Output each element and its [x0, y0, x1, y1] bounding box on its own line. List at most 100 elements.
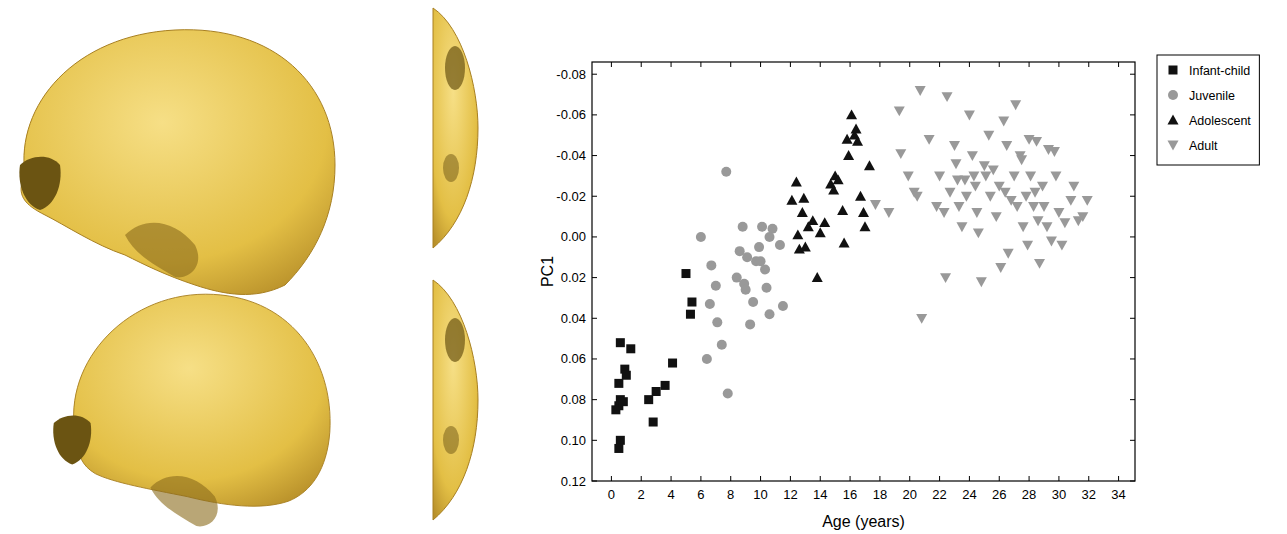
- skull-render: [19, 30, 335, 295]
- x-tick-top: [939, 62, 940, 67]
- y-tick: [592, 481, 597, 482]
- point: [616, 338, 625, 347]
- x-tick-top: [730, 62, 731, 67]
- point: [1037, 182, 1048, 192]
- point: [976, 277, 987, 287]
- point: [1012, 202, 1023, 212]
- point: [812, 272, 823, 282]
- y-tick: [592, 440, 597, 441]
- point: [1018, 222, 1029, 232]
- x-tick-top: [820, 62, 821, 67]
- point: [798, 193, 809, 203]
- point: [748, 297, 758, 307]
- x-tick-top: [790, 62, 791, 67]
- point: [1030, 188, 1041, 198]
- y-tick-label: -0.06: [556, 107, 586, 122]
- zygomatic: [125, 223, 198, 278]
- point: [717, 340, 727, 350]
- x-tick-top: [969, 62, 970, 67]
- point: [916, 314, 927, 324]
- point: [1009, 172, 1020, 182]
- x-tick-label: 16: [843, 487, 857, 502]
- point: [839, 238, 850, 248]
- x-tick-label: 8: [727, 487, 734, 502]
- x-tick-top: [611, 62, 612, 67]
- point: [1031, 137, 1042, 147]
- y-tick: [592, 196, 597, 197]
- y-tick-right: [1130, 236, 1135, 237]
- cranium: [21, 30, 335, 295]
- point: [1059, 218, 1070, 228]
- point: [967, 151, 978, 161]
- x-tick-label: 18: [873, 487, 887, 502]
- point: [846, 109, 857, 119]
- y-tick: [592, 114, 597, 115]
- point: [870, 200, 881, 210]
- point: [968, 172, 979, 182]
- point: [953, 202, 964, 212]
- x-tick-label: 30: [1052, 487, 1066, 502]
- orbit: [19, 157, 60, 210]
- x-tick-top: [1118, 62, 1119, 67]
- y-tick: [592, 155, 597, 156]
- point: [979, 161, 990, 171]
- point: [1021, 192, 1032, 202]
- plot-frame: [592, 62, 1135, 481]
- point: [894, 106, 905, 116]
- y-tick-label: -0.08: [556, 67, 586, 82]
- point: [1003, 249, 1014, 259]
- point: [859, 221, 870, 231]
- x-tick-top: [1029, 62, 1030, 67]
- point: [745, 319, 755, 329]
- point: [895, 149, 906, 159]
- point: [851, 124, 862, 134]
- point: [721, 167, 731, 177]
- point: [915, 86, 926, 96]
- point: [956, 222, 967, 232]
- point: [649, 418, 658, 427]
- point: [754, 242, 764, 252]
- point: [1034, 259, 1045, 269]
- point: [940, 273, 951, 283]
- y-tick: [592, 277, 597, 278]
- skull-base: [433, 280, 478, 520]
- legend-label: Adolescent: [1189, 114, 1251, 128]
- y-tick-right: [1130, 277, 1135, 278]
- point: [614, 379, 623, 388]
- point: [949, 141, 960, 151]
- point: [757, 222, 767, 232]
- x-tick-label: 12: [783, 487, 797, 502]
- point: [971, 208, 982, 218]
- point: [738, 222, 748, 232]
- y-tick: [592, 318, 597, 319]
- x-tick-label: 32: [1082, 487, 1096, 502]
- x-tick-label: 6: [697, 487, 704, 502]
- y-tick: [592, 358, 597, 359]
- point: [934, 172, 945, 182]
- point: [741, 285, 751, 295]
- x-tick: [611, 476, 612, 481]
- legend-marker: [1168, 90, 1178, 100]
- point: [1028, 202, 1039, 212]
- point: [1022, 241, 1033, 251]
- x-tick: [1029, 476, 1030, 481]
- point: [939, 208, 950, 218]
- point: [786, 195, 797, 205]
- foramen: [443, 426, 459, 454]
- skull-base-render: [433, 280, 478, 520]
- point: [964, 110, 975, 120]
- x-tick: [760, 476, 761, 481]
- point: [792, 229, 803, 239]
- y-tick-right: [1130, 481, 1135, 482]
- legend-marker: [1168, 141, 1179, 151]
- legend-label: Juvenile: [1189, 89, 1235, 103]
- x-tick-label: 4: [667, 487, 674, 502]
- point: [626, 344, 635, 353]
- y-tick: [592, 399, 597, 400]
- points: [611, 86, 1092, 453]
- y-tick-label: 0.02: [561, 270, 586, 285]
- point: [1053, 208, 1064, 218]
- x-tick-top: [999, 62, 1000, 67]
- y-tick-label: 0.10: [561, 433, 586, 448]
- point: [681, 269, 690, 278]
